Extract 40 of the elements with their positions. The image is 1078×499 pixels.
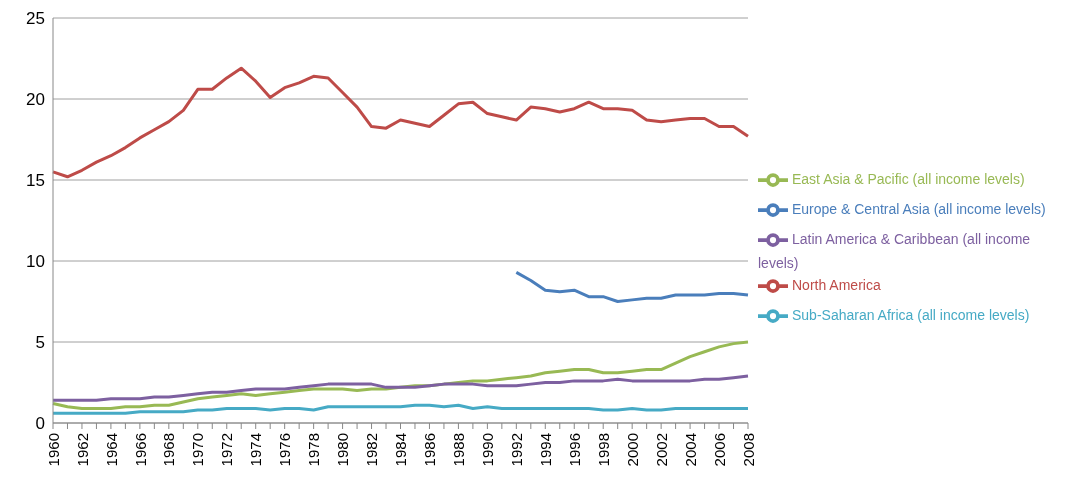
line-series [51, 374, 750, 402]
x-tick-label: 1960 [44, 433, 62, 467]
x-tick-label: 1978 [305, 433, 323, 467]
x-tick-label: 1970 [189, 433, 207, 467]
y-tick-label: 15 [26, 171, 45, 191]
y-tick-label: 5 [35, 333, 45, 353]
x-tick-label: 1966 [131, 433, 149, 467]
x-tick-label: 2006 [710, 433, 728, 467]
line-series [51, 340, 750, 410]
y-tick-label: 10 [26, 252, 45, 272]
x-tick-label: 1964 [102, 433, 120, 467]
legend-label: North America [792, 276, 881, 293]
x-tick-label: 1988 [450, 433, 468, 467]
x-tick-label: 2008 [739, 433, 757, 467]
legend-label: Sub-Saharan Africa (all income levels) [792, 306, 1030, 323]
x-tick-label: 1980 [334, 433, 352, 467]
x-tick-label: 1976 [276, 433, 294, 467]
x-tick-label: 1986 [421, 433, 439, 467]
legend-label: Europe & Central Asia (all income levels) [792, 200, 1046, 217]
y-tick-label: 20 [26, 90, 45, 110]
line-series [51, 66, 750, 179]
x-tick-label: 1990 [479, 433, 497, 467]
x-tick-label: 1996 [565, 433, 583, 467]
x-tick-label: 2004 [681, 433, 699, 467]
x-tick-label: 1962 [73, 433, 91, 467]
line-series [514, 270, 750, 303]
x-tick-label: 2000 [623, 433, 641, 467]
x-tick-label: 1994 [536, 433, 554, 467]
y-tick-label: 0 [35, 414, 45, 434]
x-tick-label: 1968 [160, 433, 178, 467]
x-tick-label: 1992 [507, 433, 525, 467]
y-tick-label: 25 [26, 9, 45, 29]
x-tick-label: 1998 [594, 433, 612, 467]
legend-label: East Asia & Pacific (all income levels) [792, 170, 1025, 187]
x-tick-label: 2002 [652, 433, 670, 467]
line-series [51, 403, 750, 415]
x-tick-label: 1974 [247, 433, 265, 467]
x-tick-label: 1984 [392, 433, 410, 467]
x-tick-label: 1972 [218, 433, 236, 467]
x-tick-label: 1982 [363, 433, 381, 467]
